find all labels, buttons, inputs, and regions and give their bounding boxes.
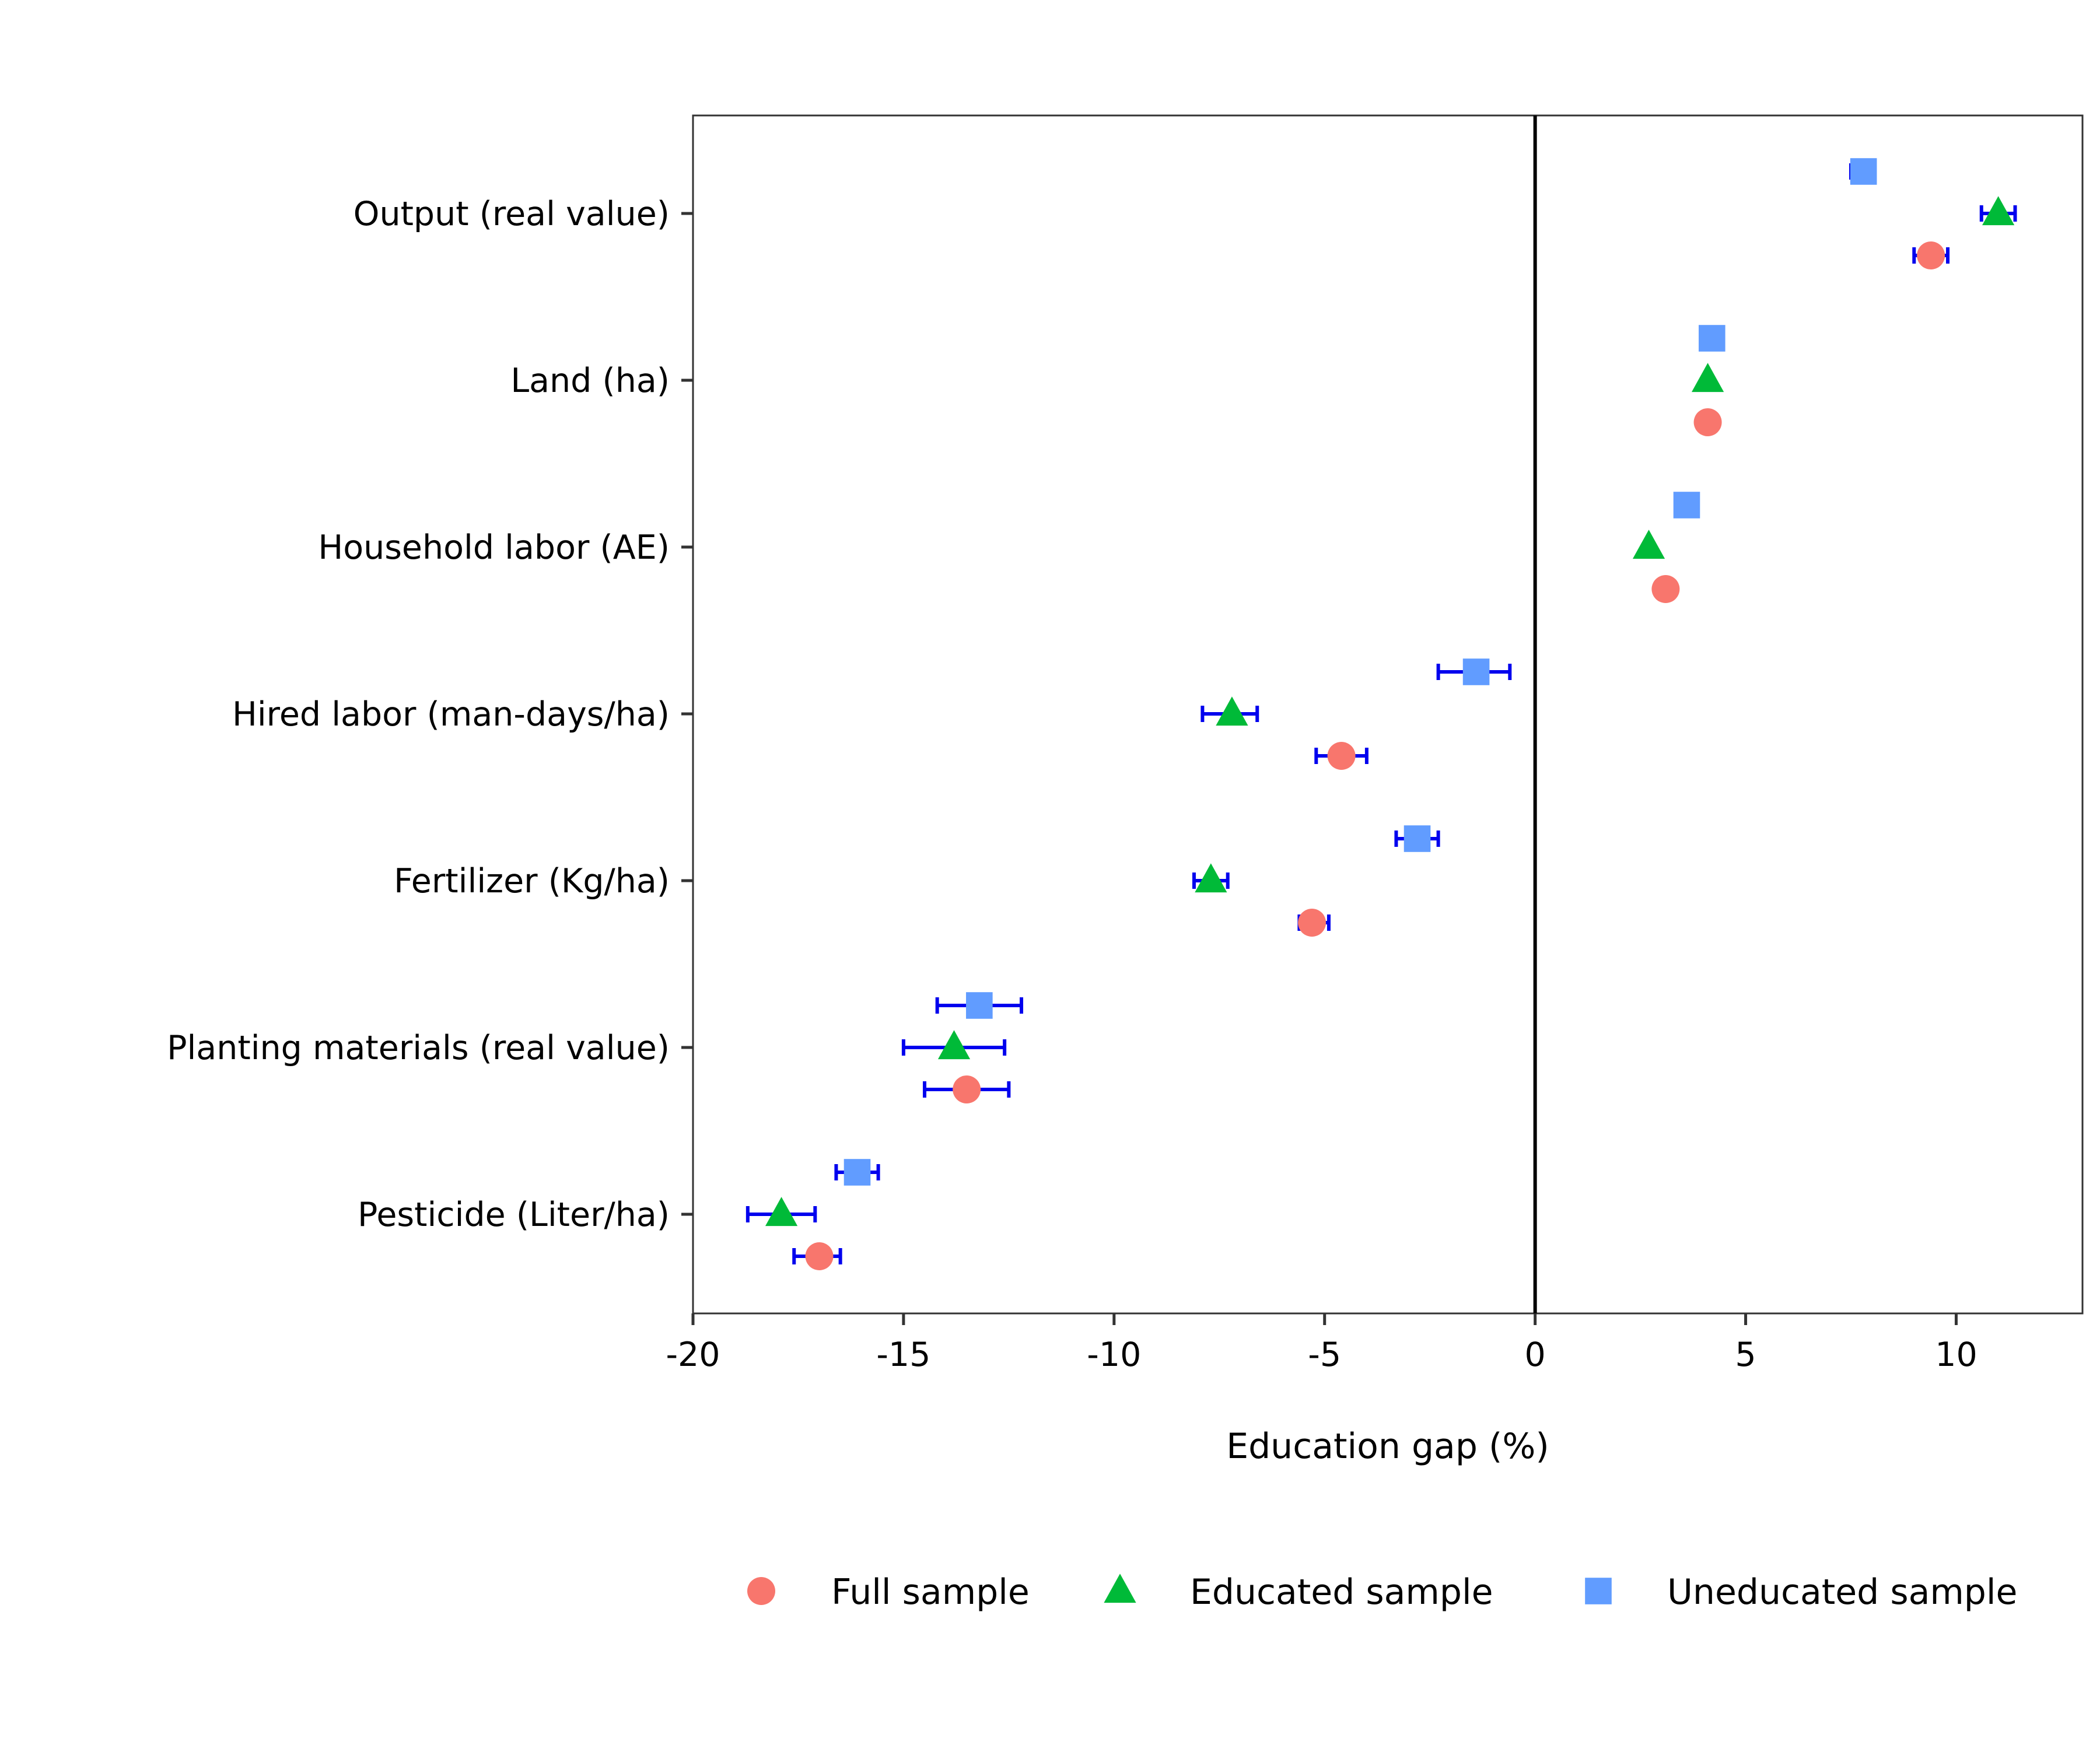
data-markers <box>765 158 2015 1270</box>
legend-label: Educated sample <box>1190 1572 1493 1613</box>
data-point-triangle <box>1982 196 2015 226</box>
data-point-triangle <box>1691 363 1724 393</box>
error-bars <box>746 163 2017 1264</box>
legend-label: Full sample <box>831 1572 1030 1613</box>
data-point-circle <box>1693 408 1722 436</box>
x-axis-title: Education gap (%) <box>1226 1426 1549 1467</box>
data-point-circle <box>953 1075 981 1103</box>
legend-marker-circle <box>747 1577 775 1605</box>
data-point-triangle <box>937 1030 971 1060</box>
x-tick-label: 5 <box>1735 1336 1756 1374</box>
data-point-circle <box>1651 575 1680 603</box>
y-tick-label: Output (real value) <box>354 195 670 233</box>
data-point-square <box>1699 325 1726 352</box>
data-point-square <box>1404 825 1431 852</box>
y-tick-label: Hired labor (man-days/ha) <box>232 695 670 734</box>
data-point-triangle <box>1195 863 1227 893</box>
x-tick-label: 0 <box>1525 1336 1546 1374</box>
data-point-triangle <box>765 1197 798 1227</box>
data-point-triangle <box>1632 530 1665 559</box>
x-axis: -20 -15 -10 -5 0 5 10 <box>666 1313 1978 1374</box>
legend-marker-square <box>1585 1578 1612 1604</box>
y-tick-label: Pesticide (Liter/ha) <box>358 1196 670 1234</box>
data-point-circle <box>1327 742 1356 770</box>
data-point-square <box>966 992 993 1019</box>
legend: Full sample Educated sample Uneducated sam… <box>747 1572 2017 1613</box>
x-tick-label: -5 <box>1308 1336 1341 1374</box>
x-tick-label: -20 <box>666 1336 720 1374</box>
y-axis: Output (real value) Land (ha) Household la… <box>167 195 693 1234</box>
y-tick-label: Land (ha) <box>510 362 670 400</box>
data-point-triangle <box>1216 696 1248 726</box>
x-tick-label: -10 <box>1087 1336 1141 1374</box>
data-point-circle <box>805 1242 834 1270</box>
legend-label: Uneducated sample <box>1667 1572 2017 1613</box>
data-point-square <box>1850 158 1877 185</box>
y-tick-label: Household labor (AE) <box>318 528 670 567</box>
plot-frame <box>692 114 2084 1315</box>
data-point-square <box>844 1159 871 1186</box>
y-tick-label: Fertilizer (Kg/ha) <box>394 862 670 900</box>
legend-marker-triangle <box>1104 1574 1136 1603</box>
data-point-square <box>1462 658 1490 685</box>
y-tick-label: Planting materials (real value) <box>167 1029 670 1067</box>
data-point-circle <box>1917 241 1945 269</box>
x-tick-label: -15 <box>876 1336 930 1374</box>
x-tick-label: 10 <box>1935 1336 1978 1374</box>
data-point-square <box>1673 492 1700 518</box>
data-point-circle <box>1298 909 1326 937</box>
